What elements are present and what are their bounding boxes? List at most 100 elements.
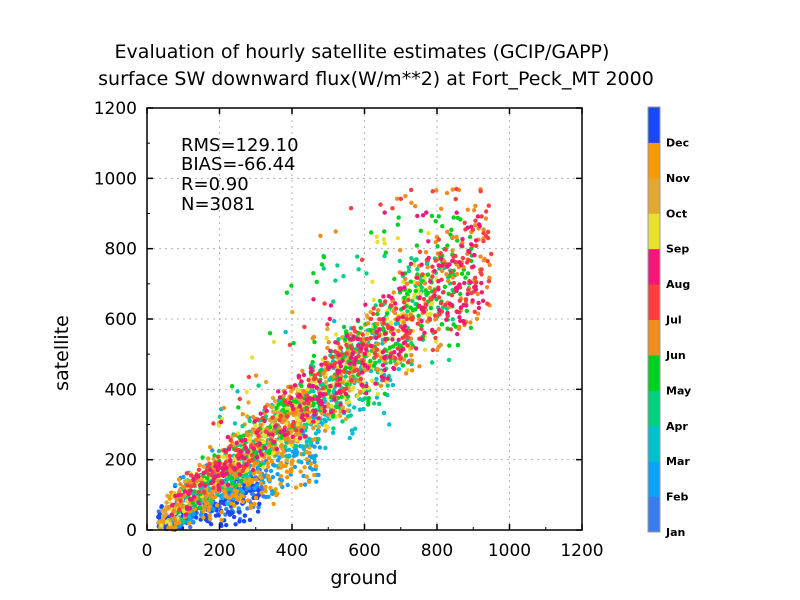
data-point-apr [322,396,327,401]
data-point-jul [185,483,190,488]
data-point-jul [330,354,335,360]
data-point-aug [469,224,474,229]
colorbar-segment-dec [648,107,660,143]
data-point-sep [253,423,258,428]
data-point-may [402,295,407,300]
data-point-aug [228,458,233,463]
data-point-may [400,363,406,368]
data-point-mar [283,329,288,335]
data-point-oct [255,469,261,475]
data-point-jul [377,317,382,322]
data-point-aug [334,391,339,396]
data-point-aug [282,390,288,395]
colorbar-label: Jun [665,349,686,362]
data-point-mar [390,382,396,388]
data-point-nov [313,464,319,469]
data-point-jul [188,484,194,489]
data-point-may [403,353,409,358]
data-point-jul [438,251,443,256]
data-point-jul [481,231,486,236]
colorbar-segment-nov [648,142,660,179]
data-point-aug [338,364,344,369]
data-point-may [375,311,380,317]
data-point-jun [433,317,438,322]
data-point-dec [242,513,248,518]
data-point-nov [266,455,272,461]
data-point-aug [337,376,343,382]
data-point-aug [273,424,278,429]
data-point-aug [466,248,471,254]
data-point-jul [463,297,469,302]
data-point-aug [317,391,323,397]
data-point-jul [344,342,349,348]
data-point-may [229,475,234,480]
data-point-aug [282,432,287,438]
data-point-jul [421,296,427,302]
data-point-mar [286,454,292,459]
colorbar-segment-jan [648,496,660,533]
data-point-jul [211,485,216,490]
data-point-may [369,230,374,235]
data-point-apr [335,263,340,268]
data-point-jul [323,355,328,360]
data-point-dec [229,510,235,516]
y-tick-label: 800 [105,240,137,260]
data-point-jul [381,320,386,326]
data-point-may [383,250,388,255]
data-point-jun [427,285,432,290]
data-point-jun [166,505,172,510]
data-point-jul [291,420,296,425]
data-point-aug [457,315,462,320]
data-point-may [463,275,468,280]
data-point-may [467,234,473,240]
data-point-aug [221,473,226,478]
data-point-apr [424,261,430,266]
data-point-jun [375,308,381,313]
data-point-aug [326,365,331,370]
data-point-jul [478,189,483,194]
data-point-aug [381,294,386,299]
data-point-jun [444,190,450,196]
data-point-dec [233,522,238,527]
data-point-aug [393,301,398,306]
colorbar-segment-may [648,354,660,391]
data-point-apr [225,477,230,482]
data-point-aug [258,411,263,416]
data-point-sep [426,231,431,236]
data-point-mar [387,422,392,427]
data-point-aug [301,417,306,423]
data-point-may [404,291,410,296]
data-point-aug [350,352,355,357]
data-point-may [229,384,235,389]
data-point-aug [351,334,356,339]
data-point-aug [252,419,257,424]
data-point-aug [308,365,313,371]
data-point-jun [403,276,408,282]
data-point-aug [382,210,387,215]
data-point-nov [304,474,309,479]
data-point-jun [438,342,443,348]
data-point-aug [191,494,197,500]
data-point-jun [253,373,259,378]
data-point-aug [380,350,385,355]
data-point-mar [393,321,399,327]
data-point-jul [270,415,275,420]
data-point-may [201,473,206,479]
data-point-may [449,227,454,232]
data-point-nov [214,503,220,508]
data-point-aug [185,505,190,510]
data-point-aug [321,392,326,397]
data-point-apr [209,500,214,505]
data-point-aug [363,302,368,307]
data-point-aug [462,321,467,326]
data-point-aug [364,391,369,396]
data-point-sep [159,523,164,528]
data-point-dec [213,513,219,518]
data-point-jul [485,229,491,235]
data-point-jul [320,386,325,391]
data-point-jul [415,321,420,326]
data-point-oct [284,458,290,463]
data-point-jun [468,320,473,325]
data-point-nov [245,498,251,503]
data-point-aug [277,395,283,400]
